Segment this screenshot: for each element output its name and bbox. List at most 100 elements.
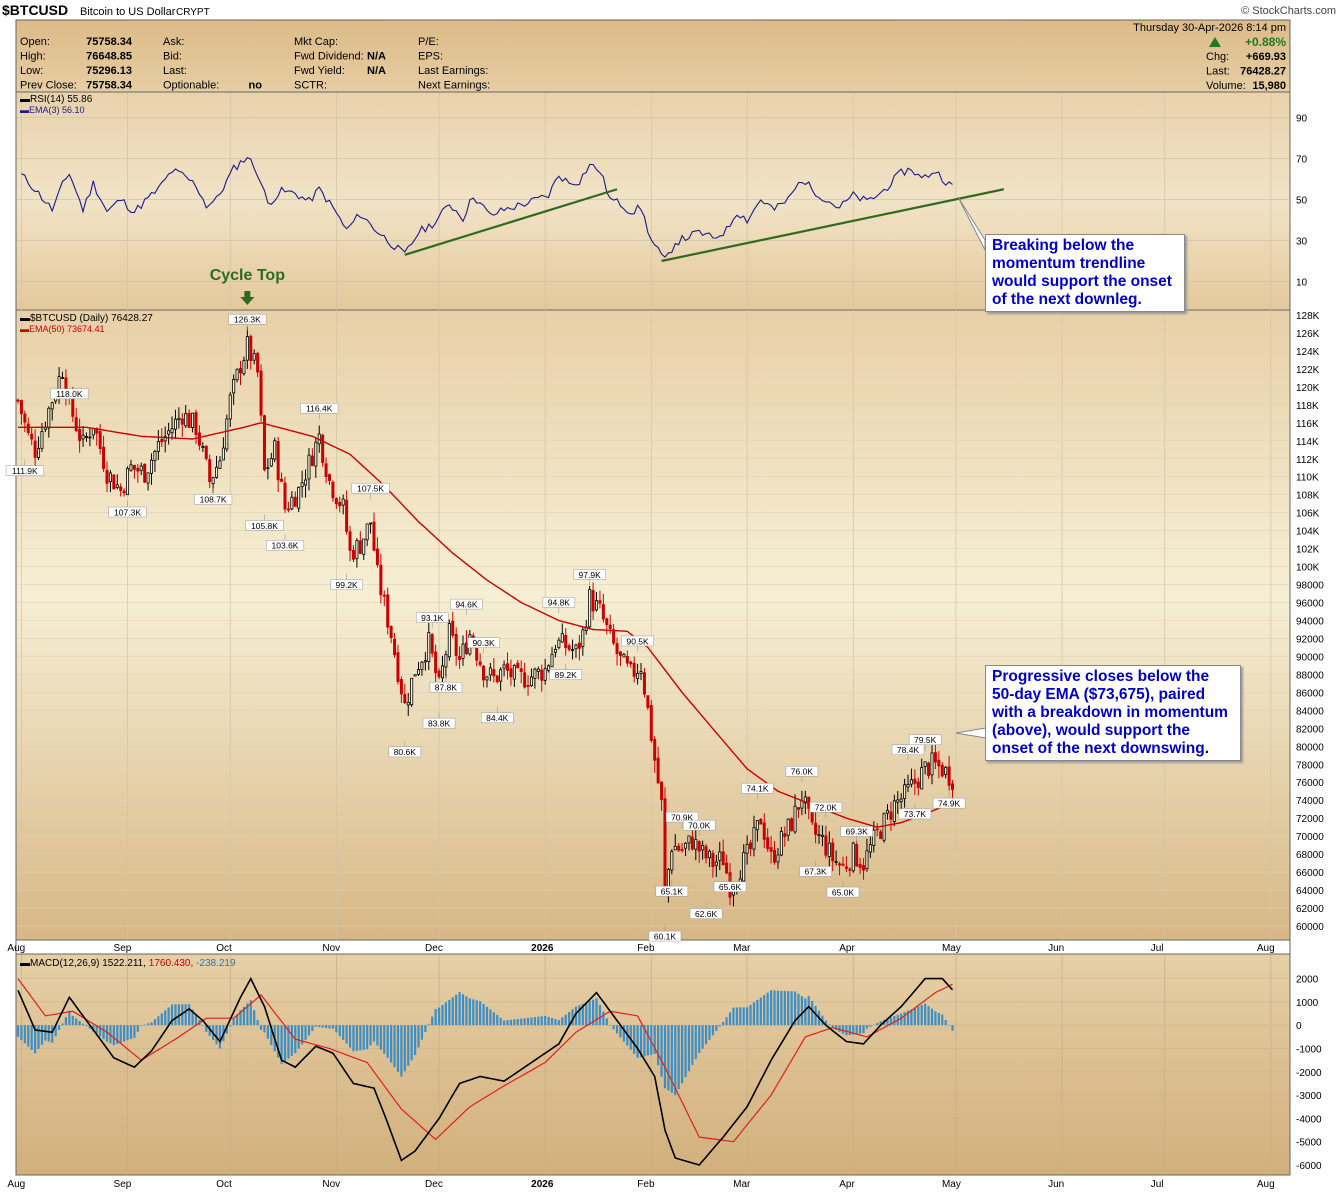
macd-histogram-bar: [489, 1009, 492, 1026]
candle-body: [855, 844, 859, 867]
quote-label: Next Earnings:: [418, 80, 490, 92]
macd-histogram-bar: [513, 1019, 516, 1026]
macd-histogram-bar: [663, 1025, 667, 1089]
macd-histogram-bar: [136, 1025, 139, 1032]
rsi-tick-label: 30: [1296, 237, 1308, 248]
price-tick-label: 118K: [1296, 401, 1319, 412]
macd-histogram-bar: [424, 1025, 427, 1032]
quote-label: Bid:: [163, 51, 182, 63]
macd-histogram-bar: [756, 999, 759, 1026]
quote-label: SCTR:: [294, 80, 327, 92]
macd-histogram-bar: [355, 1025, 358, 1051]
candle-body: [574, 644, 578, 650]
pivot-label: 94.8K: [548, 598, 571, 608]
candle-body: [266, 467, 270, 470]
macd-histogram-bar: [804, 998, 807, 1026]
candle-body: [526, 685, 530, 687]
candle-body: [242, 360, 246, 375]
macd-histogram-bar: [677, 1025, 680, 1090]
month-label: Feb: [637, 1179, 655, 1190]
candle-body: [98, 431, 102, 449]
pivot-label-box: [655, 885, 689, 897]
quote-label: Ask:: [163, 36, 184, 48]
candle-body: [868, 844, 872, 853]
candle-body: [115, 484, 119, 488]
candle-body: [803, 796, 807, 804]
quote-value: N/A: [367, 51, 386, 63]
macd-histogram-bar: [242, 1006, 246, 1026]
macd-histogram-bar: [140, 1025, 143, 1026]
quote-label: High:: [20, 51, 46, 63]
candle-body: [413, 674, 417, 677]
pivot-label-box: [665, 811, 699, 823]
candle-body: [389, 626, 393, 638]
macd-histogram-bar: [407, 1025, 410, 1066]
macd-histogram-bar: [715, 1025, 718, 1031]
quote-value: 76648.85: [86, 51, 132, 63]
macd-histogram-bar: [270, 1025, 273, 1046]
candle-body: [345, 499, 349, 532]
candle-body: [841, 863, 845, 866]
price-tick-label: 78000: [1296, 760, 1324, 771]
pivot-label-box: [908, 734, 942, 746]
macd-histogram-bar: [605, 1018, 608, 1026]
macd-histogram-bar: [903, 1012, 906, 1026]
candle-body: [495, 675, 499, 683]
candle-body: [235, 368, 239, 381]
pivot-label-box: [108, 506, 147, 518]
macd-histogram-bar: [814, 1005, 817, 1026]
price-tick-label: 90000: [1296, 652, 1324, 663]
candle-body: [540, 669, 544, 681]
candle-body: [293, 496, 297, 507]
candle-body: [547, 665, 551, 671]
macd-histogram-bar: [146, 1023, 150, 1026]
price-tick-label: 94000: [1296, 617, 1324, 628]
macd-histogram-bar: [177, 1004, 180, 1026]
macd-histogram-bar: [458, 992, 461, 1026]
macd-histogram-bar: [568, 1011, 571, 1026]
candle-body: [618, 651, 622, 656]
candle-body: [228, 394, 232, 420]
macd-histogram-bar: [105, 1025, 109, 1042]
candle-body: [814, 822, 818, 835]
price-tick-label: 68000: [1296, 850, 1324, 861]
candle-body: [933, 752, 937, 763]
candle-body: [88, 436, 92, 439]
macd-histogram-bar: [283, 1025, 287, 1062]
quote-label: Low:: [20, 65, 43, 77]
macd-histogram-bar: [506, 1020, 509, 1026]
month-label: Oct: [216, 1179, 232, 1190]
pivot-label-box: [682, 819, 716, 831]
quote-label: Open:: [20, 36, 50, 48]
pivot-label-box: [415, 612, 449, 623]
macd-histogram-bar: [602, 1011, 605, 1026]
pivot-label-box: [330, 579, 363, 591]
macd-histogram-bar: [71, 1015, 74, 1026]
macd-histogram-bar: [937, 1012, 940, 1026]
macd-histogram-bar: [218, 1025, 222, 1049]
macd-histogram-bar: [591, 999, 595, 1026]
candle-body: [167, 430, 171, 435]
candle-body: [382, 594, 386, 597]
pivot-label: 105.8K: [251, 521, 278, 531]
candle-body: [143, 463, 147, 483]
candle-body: [629, 661, 633, 665]
macd-histogram-bar: [787, 991, 790, 1026]
candle-body: [725, 862, 729, 874]
candle-body: [875, 828, 879, 831]
candle-body: [286, 508, 290, 511]
candle-body: [557, 639, 561, 649]
macd-histogram-bar: [263, 1025, 266, 1033]
macd-histogram-bar: [728, 1012, 732, 1026]
macd-histogram-bar: [437, 1007, 441, 1026]
macd-tick-label: 0: [1296, 1021, 1302, 1032]
pivot-label: 60.1K: [654, 931, 677, 941]
macd-histogram-bar: [413, 1025, 417, 1056]
macd-histogram-bar: [112, 1025, 115, 1046]
macd-tick-label: -4000: [1296, 1114, 1322, 1125]
macd-histogram-bar: [948, 1025, 951, 1026]
macd-histogram-bar: [783, 990, 786, 1026]
pivot-label: 74.1K: [746, 784, 769, 794]
candle-body: [783, 833, 787, 837]
macd-histogram-bar: [910, 1009, 913, 1026]
